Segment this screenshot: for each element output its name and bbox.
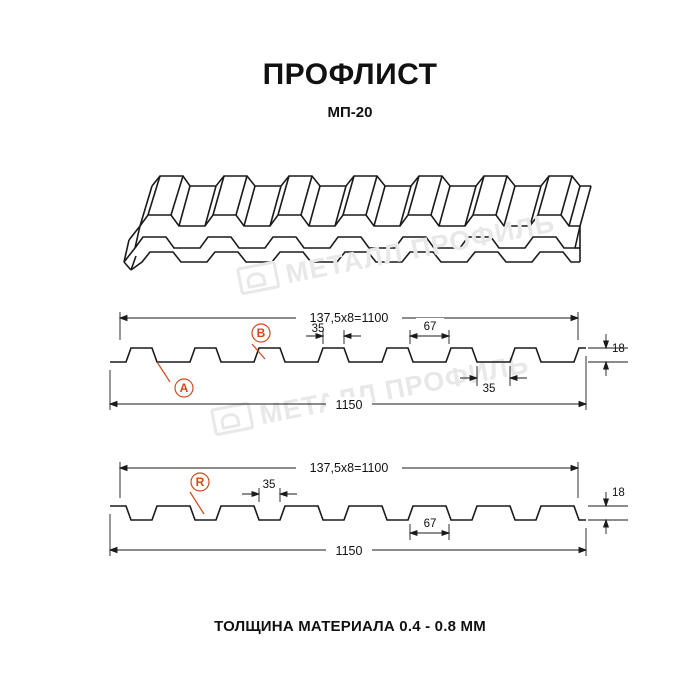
profile-front-outline [110, 347, 586, 363]
dim-rib-pitch-front-text: 35 [312, 323, 325, 335]
dim-top-overall-front-text: 137,5х8=1100 [310, 311, 389, 325]
profile-reverse-outline [110, 505, 586, 521]
dim-rib-pitch-reverse-text: 35 [263, 479, 276, 491]
callout-b-label: B [257, 326, 266, 340]
dim-rib-pitch-front [306, 330, 361, 344]
callout-b: B [251, 323, 271, 360]
callout-r-label: R [196, 475, 205, 489]
dim-height-front [602, 334, 610, 376]
dim-top-overall-reverse-text: 137,5х8=1100 [310, 461, 389, 475]
dim-flat-width-front [408, 330, 451, 344]
dim-bottom-overall-reverse-text: 1150 [336, 544, 363, 558]
dim-height-front-text: 18 [612, 343, 625, 355]
dim-rib-pitch-front-lower [460, 366, 527, 386]
page-title: ПРОФЛИСТ [262, 58, 438, 91]
dim-flat-width-reverse [408, 524, 451, 540]
callout-r: R [189, 472, 210, 515]
dim-bottom-overall-front-text: 1150 [336, 398, 363, 412]
dim-height-reverse-text: 18 [612, 487, 625, 499]
dim-rib-pitch-front-lower-text: 35 [483, 383, 496, 395]
dim-flat-width-reverse-text: 67 [424, 518, 437, 530]
dim-rib-pitch-reverse [242, 488, 297, 502]
profile-model-label: МП-20 [327, 104, 373, 121]
callout-a-label: A [180, 381, 189, 395]
dim-height-reverse [602, 492, 610, 534]
callout-a: A [156, 361, 194, 398]
material-thickness-note: ТОЛЩИНА МАТЕРИАЛА 0.4 - 0.8 ММ [214, 618, 486, 635]
dim-flat-width-front-text: 67 [424, 321, 437, 333]
